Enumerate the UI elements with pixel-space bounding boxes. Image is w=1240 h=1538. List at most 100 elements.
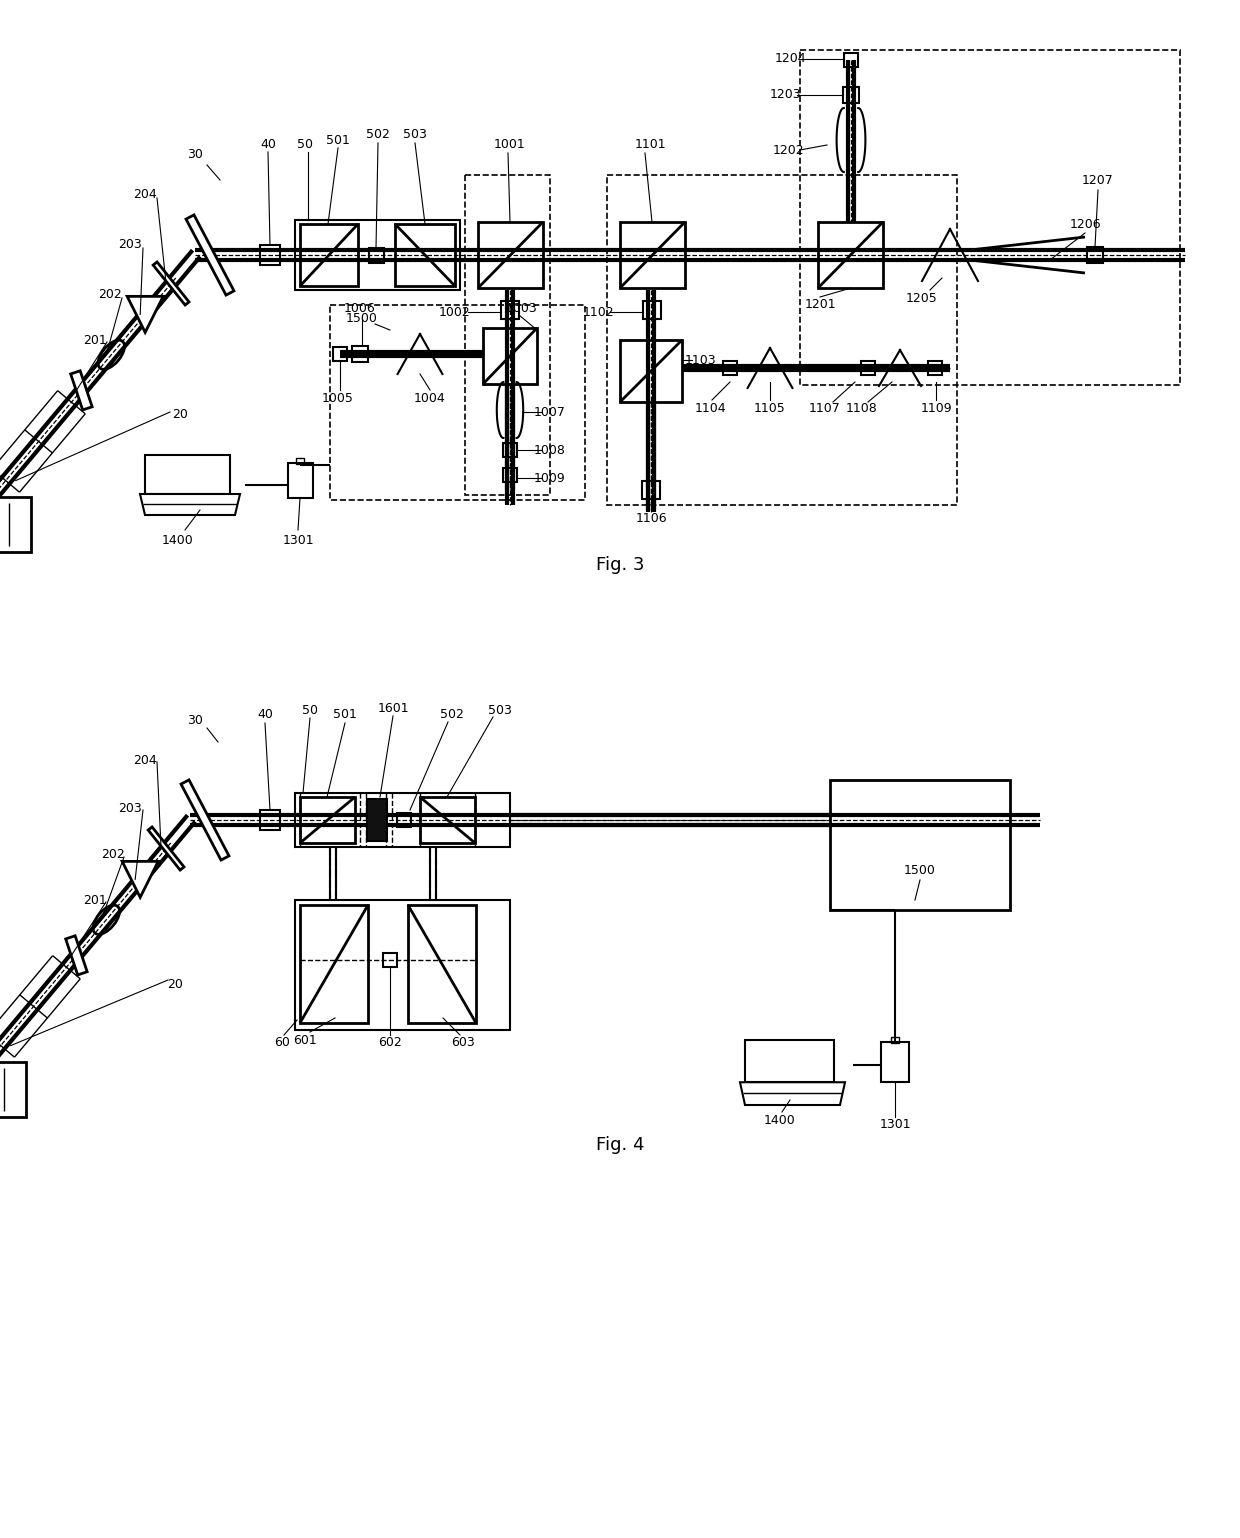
Text: 503: 503 (403, 129, 427, 141)
Text: 1108: 1108 (846, 401, 878, 415)
Polygon shape (71, 371, 92, 411)
Text: 1204: 1204 (774, 51, 806, 65)
Bar (745, 1040, 835, 1083)
Text: 1601: 1601 (377, 701, 409, 715)
Bar (352, 346, 368, 361)
Text: 20: 20 (167, 978, 184, 992)
Bar (620, 221, 684, 288)
Bar (1087, 248, 1104, 263)
Text: 501: 501 (326, 134, 350, 146)
Text: 203: 203 (118, 801, 141, 815)
Bar (145, 455, 229, 494)
Text: 1103: 1103 (684, 354, 715, 366)
Text: 601: 601 (293, 1034, 317, 1046)
Text: 1400: 1400 (764, 1114, 796, 1126)
Bar (383, 954, 397, 967)
Text: 1005: 1005 (322, 392, 353, 404)
Bar (843, 88, 859, 103)
Bar (295, 220, 460, 291)
Text: 1101: 1101 (634, 138, 666, 152)
Text: 501: 501 (334, 709, 357, 721)
Polygon shape (153, 261, 188, 305)
Text: 1104: 1104 (694, 401, 725, 415)
Bar (334, 348, 347, 361)
Polygon shape (740, 1083, 844, 1104)
Text: 1201: 1201 (805, 298, 836, 312)
Bar (397, 814, 410, 827)
Text: 1105: 1105 (754, 401, 786, 415)
Bar (830, 780, 1011, 910)
Text: 602: 602 (378, 1037, 402, 1049)
Polygon shape (66, 935, 87, 975)
Text: 202: 202 (102, 849, 125, 861)
Bar (484, 328, 537, 384)
Bar (368, 248, 383, 263)
Text: 1102: 1102 (583, 306, 614, 318)
Bar (296, 457, 304, 463)
Bar (892, 1037, 899, 1043)
Text: 50: 50 (303, 703, 317, 717)
Text: 1004: 1004 (414, 392, 446, 404)
Bar (260, 245, 280, 265)
Bar (861, 361, 875, 375)
Text: 1006: 1006 (345, 301, 376, 314)
Text: Fig. 4: Fig. 4 (595, 1137, 645, 1154)
Text: 503: 503 (489, 703, 512, 717)
Bar (477, 221, 543, 288)
Text: 1500: 1500 (904, 863, 936, 877)
Bar (800, 51, 1180, 384)
Polygon shape (128, 297, 164, 332)
Text: 502: 502 (440, 709, 464, 721)
Text: 204: 204 (133, 754, 157, 766)
Text: 1301: 1301 (879, 1118, 911, 1132)
Bar (723, 361, 737, 375)
Bar (396, 225, 455, 286)
Text: 1202: 1202 (773, 143, 804, 157)
Bar (367, 800, 387, 841)
Bar (880, 1043, 909, 1083)
Bar (620, 340, 682, 401)
Text: 60: 60 (274, 1037, 290, 1049)
Bar (503, 468, 517, 481)
Text: 203: 203 (118, 238, 141, 252)
Bar (928, 361, 942, 375)
Text: 502: 502 (366, 129, 389, 141)
Text: 1009: 1009 (534, 472, 565, 484)
Bar (260, 811, 280, 831)
Text: 50: 50 (298, 138, 312, 152)
Text: 40: 40 (257, 709, 273, 721)
Bar (295, 794, 510, 847)
Bar (501, 301, 520, 318)
Text: 1301: 1301 (283, 534, 314, 546)
Text: 1107: 1107 (810, 401, 841, 415)
Polygon shape (140, 494, 241, 515)
Text: 1205: 1205 (906, 292, 937, 305)
Text: 603: 603 (451, 1037, 475, 1049)
Bar (465, 175, 551, 495)
Text: 1106: 1106 (635, 512, 667, 524)
Bar (420, 797, 475, 843)
Bar (818, 221, 883, 288)
Bar (0, 497, 31, 552)
Polygon shape (181, 780, 229, 860)
Text: 40: 40 (260, 138, 277, 152)
Text: 1400: 1400 (162, 534, 193, 546)
Text: 1109: 1109 (920, 401, 952, 415)
Text: 1001: 1001 (494, 138, 526, 152)
Text: 30: 30 (187, 714, 203, 726)
Text: 1206: 1206 (1069, 218, 1101, 232)
Bar (300, 797, 355, 843)
Bar (408, 904, 476, 1023)
Text: 1003: 1003 (506, 301, 538, 314)
Polygon shape (123, 861, 159, 897)
Bar (300, 904, 368, 1023)
Text: 1500: 1500 (346, 312, 378, 325)
Polygon shape (186, 215, 234, 295)
Bar (330, 305, 585, 500)
Text: 201: 201 (83, 894, 107, 906)
Bar (642, 481, 660, 498)
Text: 1203: 1203 (769, 89, 801, 102)
Bar (844, 52, 858, 68)
Text: 1002: 1002 (439, 306, 471, 318)
Text: 202: 202 (98, 289, 122, 301)
